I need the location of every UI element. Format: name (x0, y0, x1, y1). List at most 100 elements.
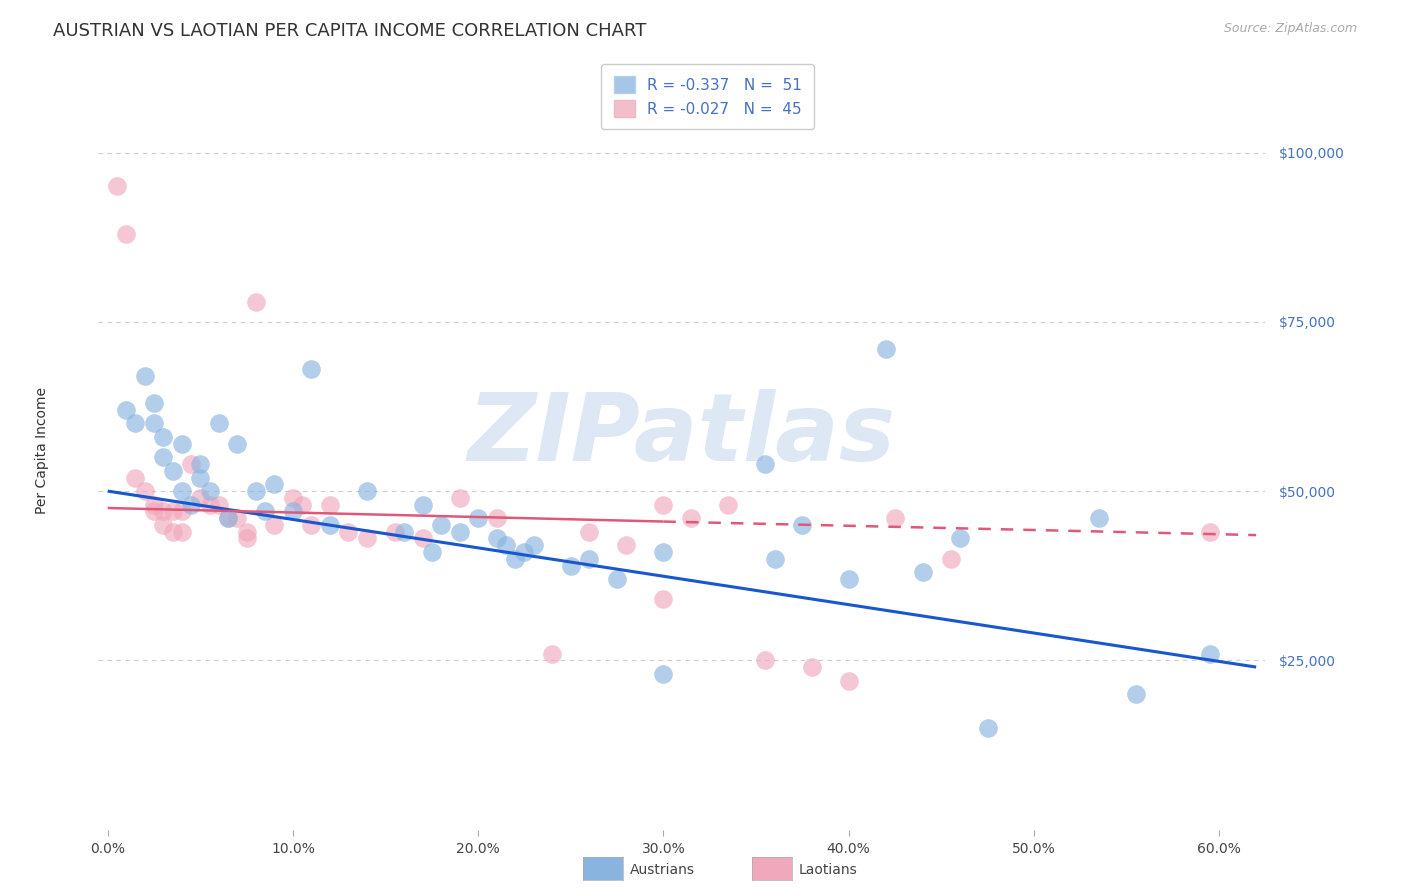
Point (263, 517, 285, 532)
Point (652, 666, 675, 681)
Point (420, 545, 443, 559)
Point (792, 517, 814, 532)
Point (291, 498, 314, 512)
Point (754, 653, 776, 667)
Point (578, 551, 600, 566)
Point (152, 517, 174, 532)
Point (939, 551, 962, 566)
Point (180, 457, 202, 471)
Point (838, 572, 860, 586)
Point (541, 647, 564, 661)
Point (226, 436, 249, 450)
Point (578, 524, 600, 539)
Point (170, 524, 193, 539)
Point (319, 498, 342, 512)
Point (652, 498, 675, 512)
Point (235, 532, 257, 546)
Point (976, 721, 998, 735)
Point (281, 504, 304, 518)
Point (449, 491, 471, 505)
Point (198, 484, 221, 499)
Point (467, 511, 489, 525)
Point (217, 511, 239, 525)
Legend: R = -0.337   N =  51, R = -0.027   N =  45: R = -0.337 N = 51, R = -0.027 N = 45 (602, 64, 814, 129)
Text: Per Capita Income: Per Capita Income (35, 387, 49, 514)
Point (162, 464, 184, 478)
Point (143, 417, 166, 431)
Point (652, 592, 675, 607)
Point (911, 566, 934, 580)
Point (1087, 511, 1109, 525)
Point (115, 227, 138, 241)
Point (1125, 687, 1147, 701)
Point (134, 369, 156, 384)
Point (152, 504, 174, 518)
Point (412, 498, 434, 512)
Point (1198, 524, 1220, 539)
Point (245, 294, 267, 309)
Point (838, 673, 860, 688)
Point (337, 524, 360, 539)
Point (717, 498, 740, 512)
Point (754, 457, 776, 471)
Point (198, 498, 221, 512)
Point (217, 511, 239, 525)
Point (319, 517, 342, 532)
Point (495, 538, 517, 552)
Point (763, 551, 786, 566)
Point (412, 532, 434, 546)
Point (606, 572, 628, 586)
Point (800, 660, 823, 674)
Point (162, 504, 184, 518)
Point (152, 450, 174, 465)
Point (392, 524, 415, 539)
Point (124, 417, 146, 431)
Text: Austrians: Austrians (630, 863, 695, 877)
Point (188, 470, 211, 484)
Point (152, 430, 174, 444)
Point (652, 545, 675, 559)
Point (503, 551, 526, 566)
Point (1198, 647, 1220, 661)
Point (254, 504, 277, 518)
Point (384, 524, 406, 539)
Point (105, 179, 128, 194)
Point (884, 511, 907, 525)
Point (245, 484, 267, 499)
Point (614, 538, 637, 552)
Point (263, 477, 285, 491)
Point (485, 532, 508, 546)
Point (170, 484, 193, 499)
Text: ZIPatlas: ZIPatlas (468, 389, 896, 482)
Point (301, 517, 323, 532)
Text: Laotians: Laotians (799, 863, 858, 877)
Point (115, 402, 138, 417)
Point (485, 511, 508, 525)
Point (226, 511, 249, 525)
Point (949, 532, 972, 546)
Point (513, 545, 536, 559)
Point (681, 511, 703, 525)
Point (188, 491, 211, 505)
Point (162, 524, 184, 539)
Text: Source: ZipAtlas.com: Source: ZipAtlas.com (1223, 22, 1357, 36)
Point (449, 524, 471, 539)
Point (143, 498, 166, 512)
Point (281, 491, 304, 505)
Point (170, 436, 193, 450)
Point (143, 504, 166, 518)
Point (560, 558, 582, 573)
Text: AUSTRIAN VS LAOTIAN PER CAPITA INCOME CORRELATION CHART: AUSTRIAN VS LAOTIAN PER CAPITA INCOME CO… (53, 22, 647, 40)
Point (523, 538, 546, 552)
Point (301, 362, 323, 376)
Point (124, 470, 146, 484)
Point (356, 532, 378, 546)
Point (143, 396, 166, 410)
Point (134, 484, 156, 499)
Point (208, 417, 231, 431)
Point (235, 524, 257, 539)
Point (208, 498, 231, 512)
Point (356, 484, 378, 499)
Point (170, 504, 193, 518)
Point (180, 498, 202, 512)
